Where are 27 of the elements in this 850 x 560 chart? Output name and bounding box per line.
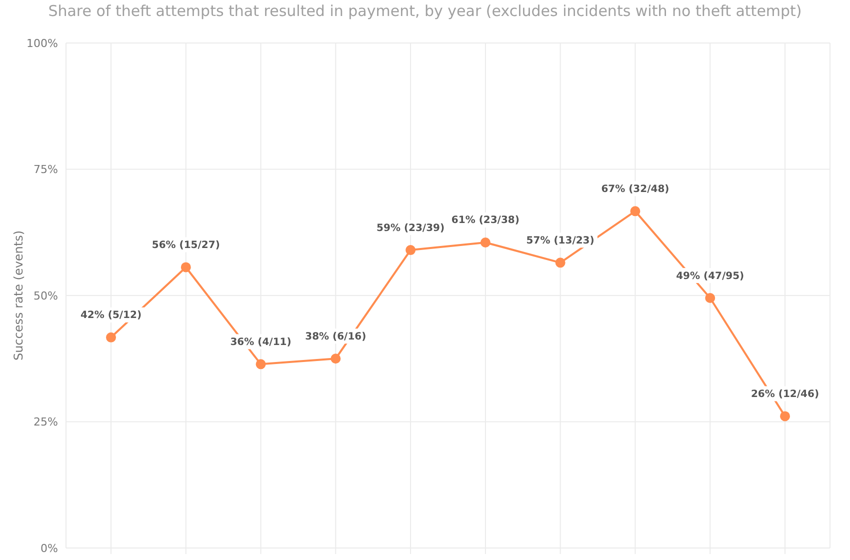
y-tick-label: 75% [34,163,58,176]
data-label: 57% (13/23) [526,235,594,246]
data-label: 61% (23/38) [451,215,520,226]
data-label: 42% (5/12) [80,310,142,322]
data-label: 38% (6/16) [305,331,366,342]
point [555,258,566,268]
y-axis-title: Success rate (events) [11,230,26,361]
y-tick-label: 25% [34,416,58,429]
data-label: 26% (12/46) [750,388,820,400]
y-tick-label: 0% [40,542,58,555]
point [780,411,790,422]
point [480,237,490,248]
data-label: 59% (23/39) [376,222,445,234]
y-tick-label: 50% [34,289,58,302]
point [630,206,640,216]
point [256,359,266,370]
point [180,262,191,272]
point [705,293,716,304]
data-label: 49% (47/95) [676,270,744,282]
data-label: 67% (32/48) [601,184,670,195]
point [330,354,341,364]
data-label: 36% (4/11) [230,336,292,348]
data-label: 56% (15/27) [152,240,220,251]
point [106,332,116,342]
point [406,245,416,256]
chart-subtitle: Share of theft attempts that resulted in payment, by year (excludes incidents with no theft attempt) [47,2,803,20]
y-tick-label: 100% [26,36,58,50]
